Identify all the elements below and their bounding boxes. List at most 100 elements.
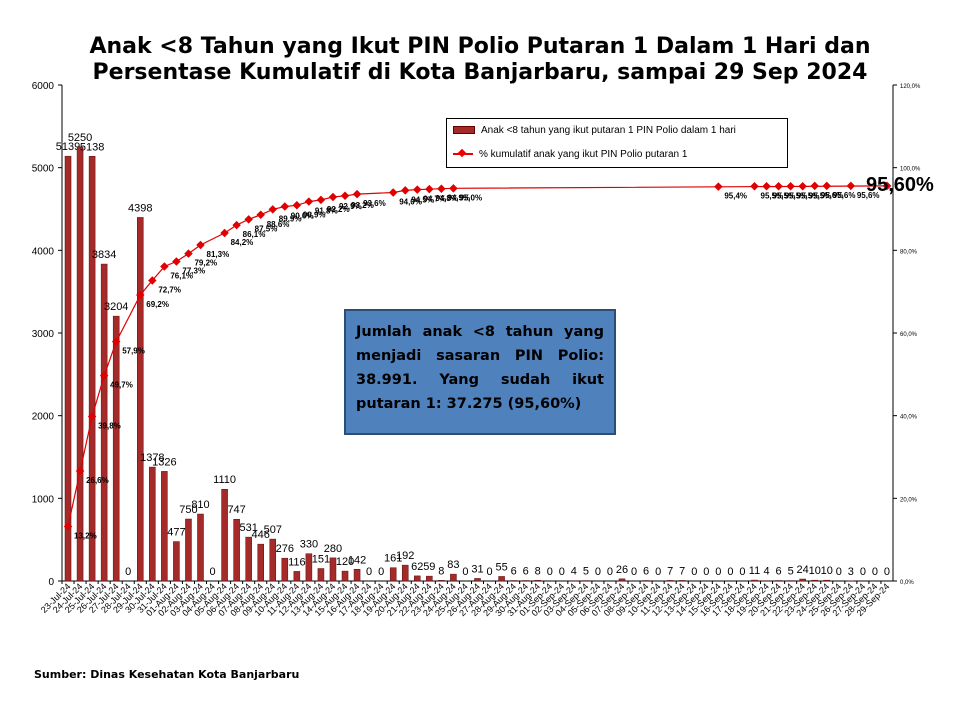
y-left-tick-label: 5000	[32, 164, 55, 175]
bar-value-label: 446	[252, 529, 270, 541]
bar-value-label: 0	[462, 566, 468, 578]
cumulative-value-label: 87,5%	[255, 224, 278, 233]
cumulative-value-label: 95,5%	[773, 191, 796, 200]
cumulative-point	[425, 184, 434, 194]
cumulative-value-label: 95,5%	[809, 191, 832, 200]
cumulative-point	[762, 182, 771, 191]
bar-value-label: 62	[411, 561, 423, 573]
y-right-tick-label: 80,0%	[900, 249, 918, 255]
cumulative-point	[774, 182, 783, 191]
bar-value-label: 120	[336, 556, 354, 568]
bar-value-label: 276	[276, 543, 294, 555]
cumulative-value-label: 93,6%	[363, 199, 386, 208]
bar-value-label: 59	[423, 561, 435, 573]
bar	[317, 568, 325, 582]
bar-value-label: 0	[727, 566, 733, 578]
cumulative-point	[304, 197, 314, 206]
cumulative-value-label: 49,7%	[110, 381, 133, 390]
bar	[137, 217, 144, 582]
cumulative-value-label: 90,9%	[303, 210, 326, 219]
y-right-tick-label: 100,0%	[900, 167, 921, 173]
chart-legend: Anak <8 tahun yang ikut putaran 1 PIN Po…	[446, 118, 788, 168]
cumulative-value-label: 94,8%	[435, 194, 458, 203]
bar	[401, 564, 409, 582]
bar	[221, 488, 228, 582]
bar-value-label: 161	[384, 553, 402, 565]
bar	[341, 570, 349, 582]
bar-value-label: 0	[872, 566, 878, 578]
cumulative-point	[75, 466, 85, 476]
cumulative-value-label: 93,2%	[351, 201, 374, 210]
cumulative-value-label: 95,6%	[857, 191, 880, 200]
bar-value-label: 1326	[152, 456, 176, 468]
bar-value-label: 0	[715, 566, 721, 578]
cumulative-point	[437, 184, 446, 193]
bar-value-label: 55	[495, 561, 507, 573]
bar	[823, 579, 831, 582]
cumulative-point	[846, 181, 856, 191]
bar	[666, 580, 674, 582]
cumulative-value-label: 88,6%	[267, 220, 290, 229]
legend-line-swatch	[453, 149, 473, 159]
y-left-tick-label: 6000	[32, 81, 55, 92]
y-left-tick-label: 2000	[32, 412, 55, 423]
bar	[450, 573, 457, 582]
cumulative-point	[352, 189, 362, 199]
bar	[305, 553, 313, 582]
y-right-tick-label: 20,0%	[900, 497, 918, 503]
cumulative-value-label: 79,2%	[194, 259, 217, 268]
y-right-tick-label: 120,0%	[900, 84, 921, 90]
bar	[293, 571, 301, 582]
bar	[799, 578, 806, 582]
cumulative-point	[87, 412, 97, 421]
cumulative-point	[292, 201, 302, 210]
source-note: Sumber: Dinas Kesehatan Kota Banjarbaru	[34, 668, 300, 681]
bar-value-label: 10	[821, 565, 833, 577]
bar-value-label: 0	[884, 566, 890, 578]
cumulative-point	[413, 185, 422, 194]
bar-value-label: 7	[679, 565, 685, 577]
cumulative-point	[148, 276, 157, 285]
cumulative-point	[184, 249, 193, 258]
cumulative-point	[268, 205, 278, 214]
cumulative-value-label: 77,3%	[182, 266, 205, 275]
bar-value-label: 3	[848, 566, 854, 578]
bar-value-label: 192	[396, 550, 414, 562]
bar-value-label: 750	[179, 504, 197, 516]
bar-value-label: 11	[749, 565, 760, 577]
bar-value-label: 330	[300, 539, 318, 551]
cumulative-value-label: 91,8%	[315, 207, 338, 216]
cumulative-point	[750, 182, 759, 191]
bar-value-label: 8	[438, 565, 444, 577]
bar-value-label: 0	[486, 566, 492, 578]
legend-bar-label: Anak <8 tahun yang ikut putaran 1 PIN Po…	[481, 124, 736, 136]
bar-value-label: 6	[523, 566, 529, 578]
bar-value-label: 280	[324, 543, 342, 555]
bar-value-label: 1378	[140, 452, 164, 464]
bar-value-label: 5138	[80, 141, 104, 153]
cumulative-value-label: 86,1%	[243, 230, 266, 239]
bar	[149, 466, 156, 582]
bar-value-label: 0	[366, 566, 372, 578]
cumulative-value-label: 94,5%	[411, 195, 434, 204]
cumulative-point	[196, 240, 205, 250]
cumulative-point	[280, 202, 290, 211]
cumulative-value-label: 95,5%	[785, 191, 808, 200]
bar	[751, 579, 758, 582]
bar	[233, 518, 240, 582]
cumulative-value-label: 94,0%	[399, 197, 422, 206]
y-right-tick-label: 40,0%	[900, 415, 918, 421]
cumulative-value-label: 95,0%	[459, 193, 482, 202]
cumulative-value-label: 95,6%	[821, 191, 844, 200]
bar	[474, 578, 481, 582]
final-percentage-label: 95,60%	[866, 174, 934, 196]
cumulative-value-label: 72,7%	[158, 286, 181, 295]
bar-value-label: 3834	[92, 249, 116, 261]
bar-value-label: 0	[655, 566, 661, 578]
bar-value-label: 6	[643, 566, 649, 578]
bar	[678, 580, 686, 582]
cumulative-point	[111, 337, 121, 346]
bar-value-label: 4	[763, 566, 769, 578]
cumulative-value-label: 94,7%	[423, 195, 446, 204]
bar-value-label: 0	[860, 566, 866, 578]
